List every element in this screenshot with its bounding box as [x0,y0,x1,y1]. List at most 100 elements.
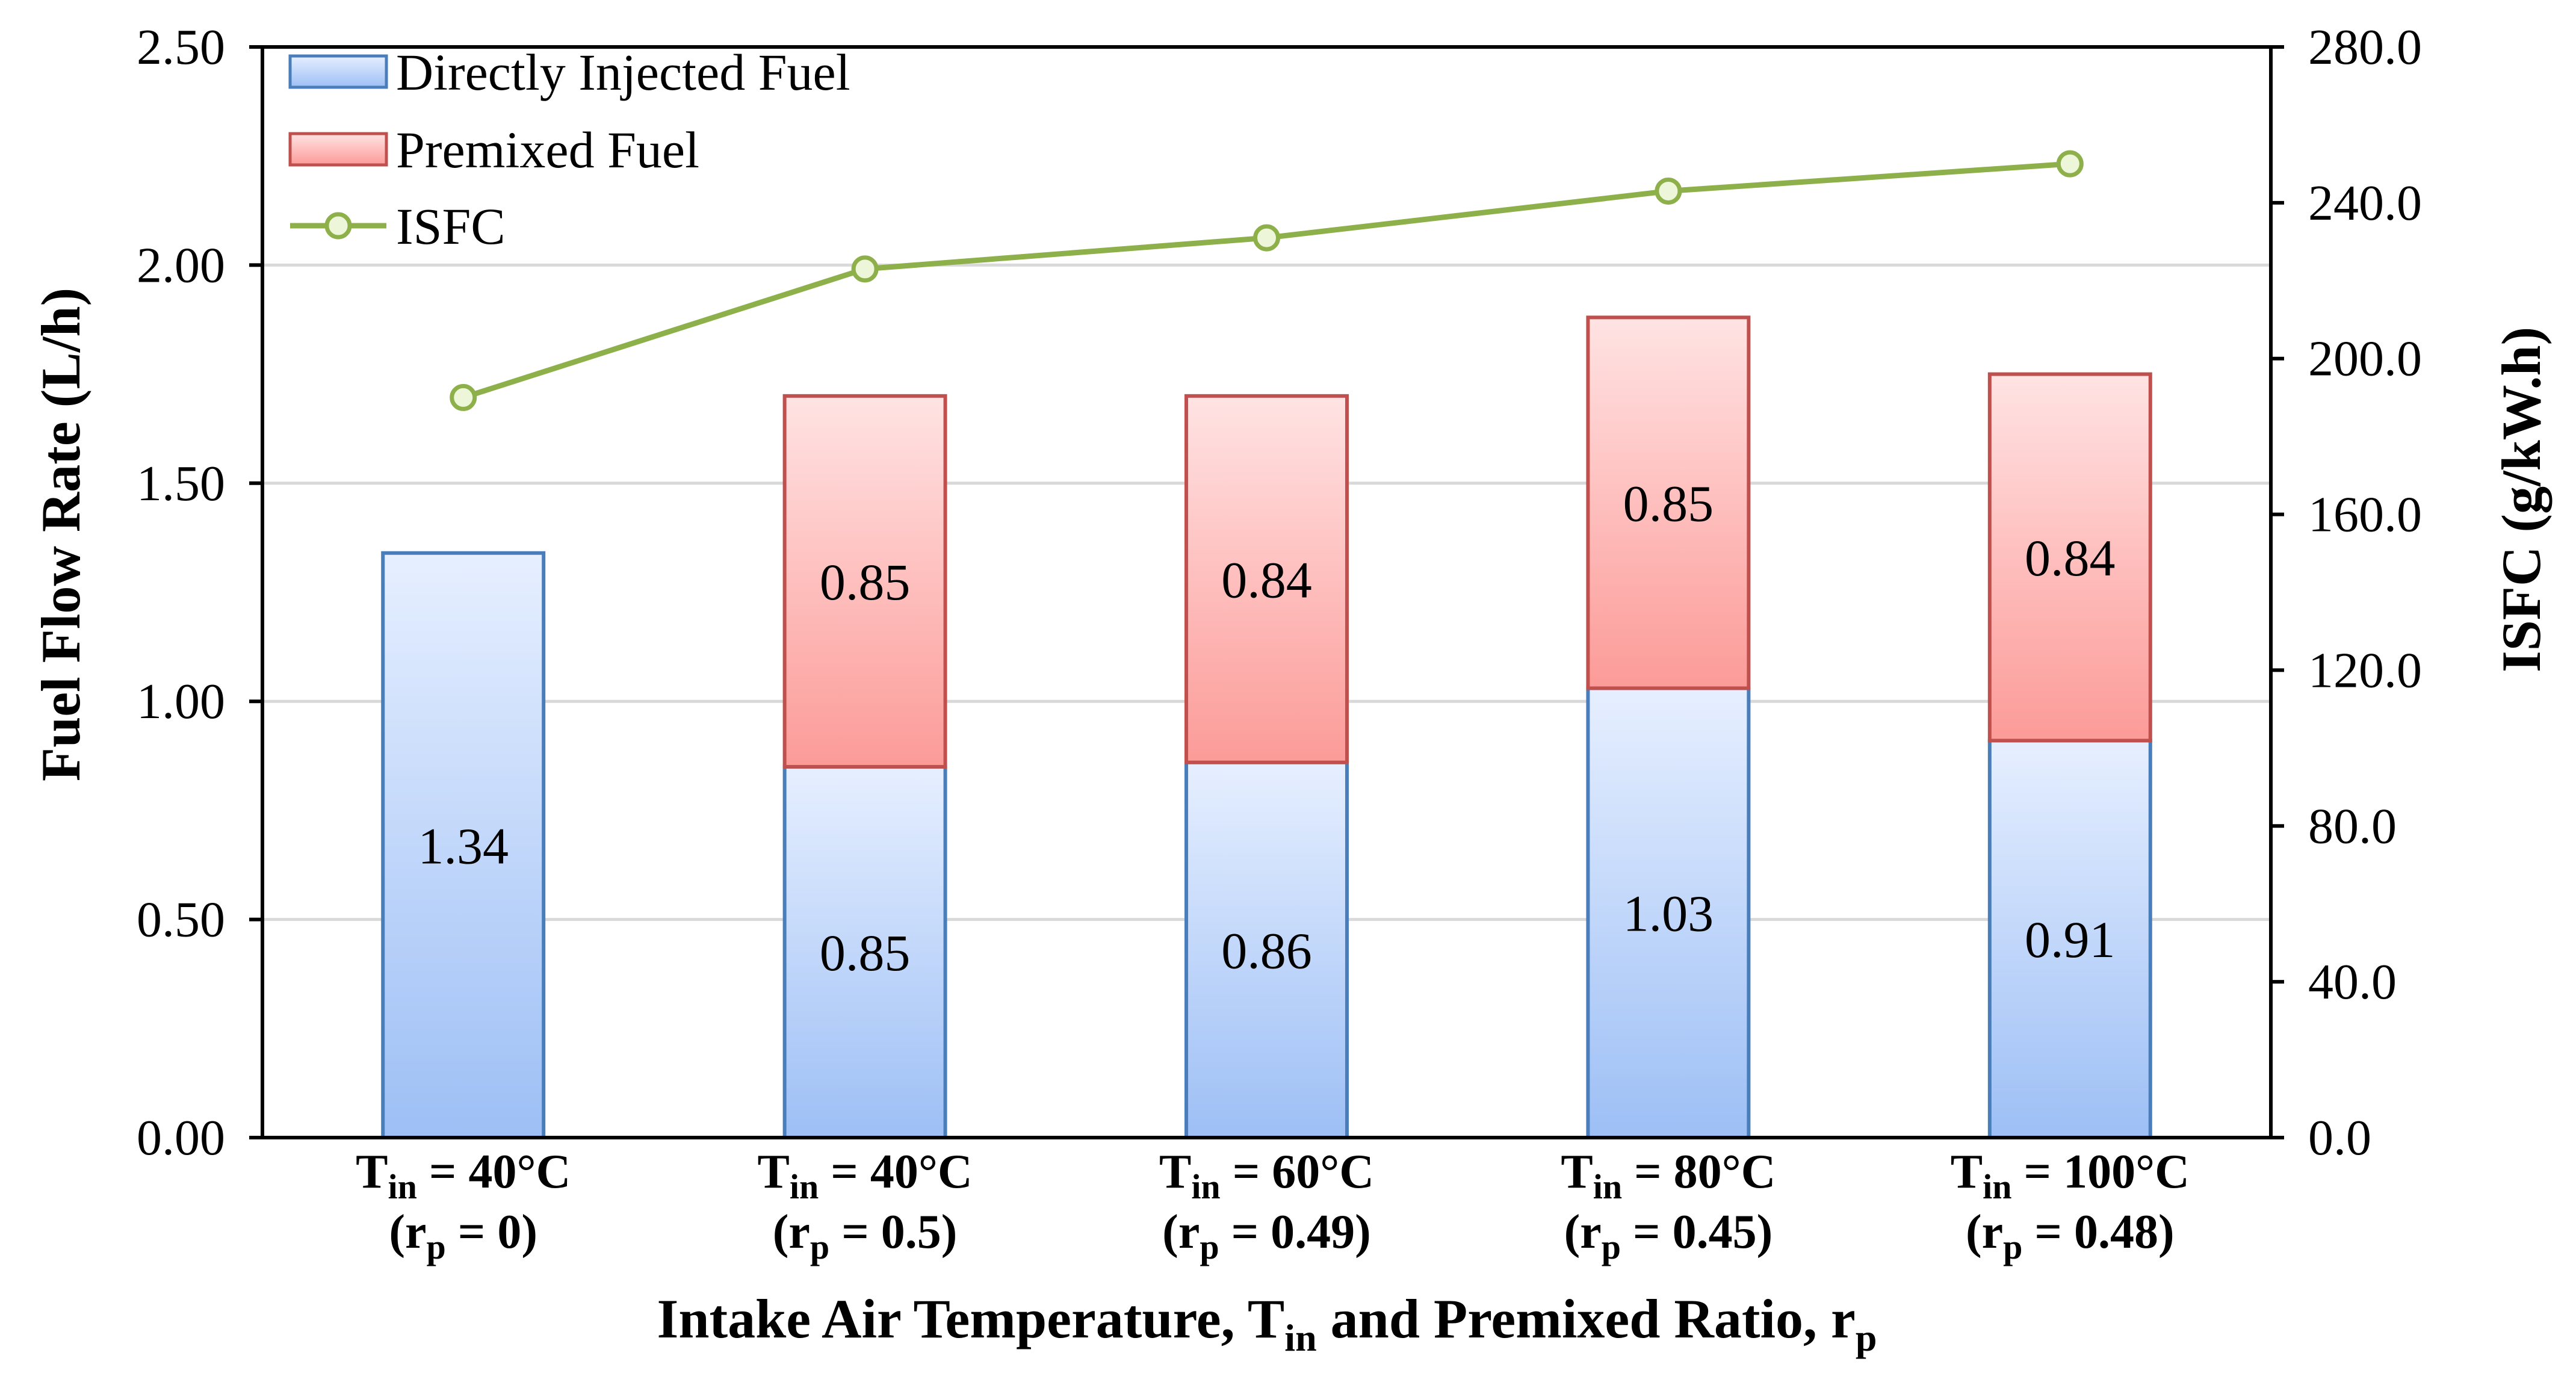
category-r-sub: p [810,1227,829,1266]
category-r-letter: (r [773,1206,810,1259]
category-label-ratio: (rp = 0) [389,1206,537,1266]
legend-label-premixed: Premixed Fuel [396,121,699,179]
category-r-value: = 0.45) [1621,1206,1773,1259]
left-tick-label: 2.50 [137,19,225,75]
bar-labels: 1.34 0.85 0.85 0.86 0.84 1.03 0.85 0.91 0.84 [418,474,2115,982]
bar-label-premixed: 0.84 [1221,551,1312,609]
category-r-letter: (r [1162,1206,1200,1259]
bar-label-direct: 1.03 [1623,885,1714,943]
right-tick-label: 0.0 [2308,1110,2371,1166]
left-tick-label: 0.00 [137,1110,225,1166]
category-label-ratio: (rp = 0.48) [1966,1206,2175,1266]
category-t-letter: T [758,1145,790,1198]
left-axis-ticks: 0.00 0.50 1.00 1.50 2.00 2.50 [137,19,262,1166]
legend-swatch-premixed [288,132,388,167]
category-r-letter: (r [1564,1206,1602,1259]
category-t-sub: in [1983,1167,2011,1206]
legend-item-isfc: ISFC [290,197,506,255]
category-t-letter: T [1951,1145,1983,1198]
legend-marker-isfc [324,212,352,240]
legend-swatch-direct [288,54,388,89]
legend-item-direct: Directly Injected Fuel [288,43,850,101]
category-t-sub: in [388,1167,417,1206]
isfc-point [450,383,477,411]
left-tick-label: 1.50 [137,456,225,512]
category-t-letter: T [1159,1145,1191,1198]
left-tick-label: 2.00 [137,237,225,293]
bar-direct [381,551,546,1139]
bar-label-direct: 1.34 [418,817,509,875]
bar-label-premixed: 0.85 [820,553,911,611]
category-t-value: = 40°C [819,1145,972,1198]
category-t-letter: T [356,1145,388,1198]
category-t-sub: in [790,1167,819,1206]
bars [381,315,2152,1140]
right-tick-label: 40.0 [2308,954,2397,1010]
bar-label-premixed: 0.85 [1623,474,1714,532]
category-labels: Tin = 40°C(rp = 0)Tin = 40°C(rp = 0.5)Ti… [356,1145,2190,1266]
category-r-value: = 0.5) [829,1206,957,1259]
legend-item-premixed: Premixed Fuel [288,121,699,179]
category-r-value: = 0) [446,1206,537,1259]
category-label-temp: Tin = 100°C [1951,1145,2190,1206]
category-label-ratio: (rp = 0.45) [1564,1206,1773,1266]
x-axis-title-main: Intake Air Temperature, T [657,1288,1285,1349]
category-t-sub: in [1593,1167,1622,1206]
legend-label-direct: Directly Injected Fuel [396,43,850,101]
right-tick-label: 80.0 [2308,798,2397,854]
right-tick-label: 200.0 [2308,331,2422,387]
bar-premixed [782,394,947,769]
category-t-letter: T [1561,1145,1593,1198]
bar-premixed [1987,372,2152,743]
y-axis-title: Fuel Flow Rate (L/h) [30,288,91,781]
category-r-sub: p [1200,1227,1219,1266]
category-t-value: = 40°C [417,1145,571,1198]
legend-label-isfc: ISFC [396,197,506,255]
axes [261,45,2273,1139]
category-label-ratio: (rp = 0.49) [1162,1206,1371,1266]
bar-label-premixed: 0.84 [2025,529,2116,587]
y2-axis-title: ISFC (g/kW.h) [2491,327,2552,672]
isfc-point [1655,177,1682,205]
category-t-sub: in [1191,1167,1220,1206]
isfc-line [462,161,2070,400]
right-axis-ticks: 0.0 40.0 80.0 120.0 160.0 200.0 240.0 280.0 [2271,19,2422,1166]
category-label-temp: Tin = 40°C [356,1145,571,1206]
category-label-temp: Tin = 60°C [1159,1145,1374,1206]
category-r-sub: p [1602,1227,1621,1266]
x-axis-title: Intake Air Temperature, Tin and Premixed… [657,1288,1877,1359]
isfc-point [851,255,879,283]
category-label-temp: Tin = 80°C [1561,1145,1776,1206]
category-r-value: = 0.48) [2022,1206,2174,1259]
category-t-value: = 60°C [1221,1145,1374,1198]
category-t-value: = 80°C [1622,1145,1776,1198]
category-r-value: = 0.49) [1219,1206,1371,1259]
category-label-temp: Tin = 40°C [758,1145,973,1206]
bar-label-direct: 0.85 [820,924,911,982]
legend: Directly Injected Fuel Premixed Fuel ISF… [288,43,850,255]
right-tick-label: 240.0 [2308,175,2422,231]
category-r-letter: (r [1966,1206,2003,1259]
left-tick-label: 0.50 [137,892,225,948]
bar-premixed [1586,315,1751,690]
bar-direct [1987,739,2152,1139]
right-tick-label: 280.0 [2308,19,2422,75]
category-r-sub: p [427,1227,446,1266]
bar-label-direct: 0.86 [1221,922,1312,979]
x-axis-title-mid: and Premixed Ratio, r [1317,1288,1856,1349]
isfc-series [450,150,2084,411]
left-tick-label: 1.00 [137,674,225,730]
x-axis-title-sub-in: in [1284,1316,1316,1359]
right-tick-label: 160.0 [2308,487,2422,543]
category-t-value: = 100°C [2011,1145,2189,1198]
bar-label-direct: 0.91 [2025,911,2116,968]
bar-premixed [1184,394,1349,764]
category-label-ratio: (rp = 0.5) [773,1206,958,1266]
isfc-point [2056,150,2084,178]
category-r-sub: p [2003,1227,2022,1266]
category-r-letter: (r [389,1206,426,1259]
isfc-point [1253,224,1280,252]
right-tick-label: 120.0 [2308,642,2422,698]
x-axis-title-sub-p: p [1856,1316,1877,1359]
